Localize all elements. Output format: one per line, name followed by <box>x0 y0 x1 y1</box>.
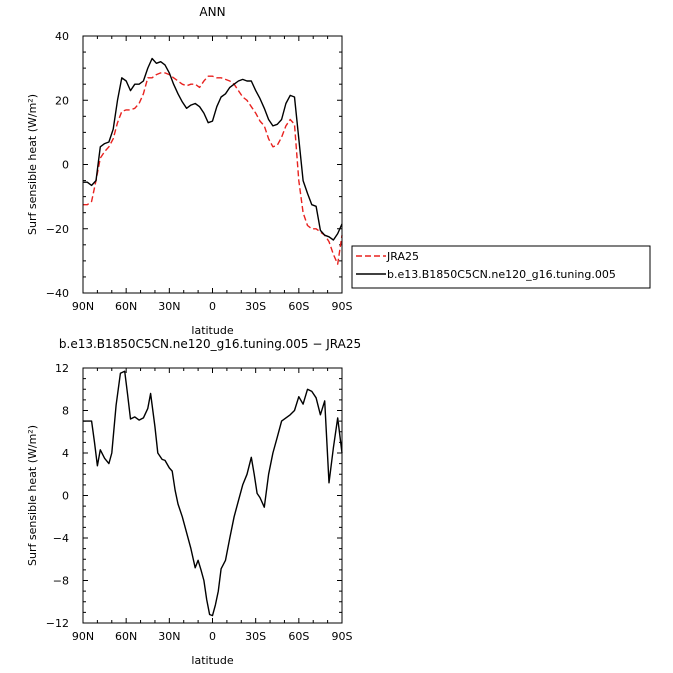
legend-entry-model: b.e13.B1850C5CN.ne120_g16.tuning.005 <box>387 268 616 281</box>
x-tick-label: 90N <box>72 630 94 643</box>
x-tick-label: 90S <box>332 300 353 313</box>
y-tick-label: −12 <box>46 617 69 630</box>
bottom-panel: b.e13.B1850C5CN.ne120_g16.tuning.005 − J… <box>26 337 361 667</box>
y-tick-label: 0 <box>62 159 69 172</box>
x-tick-label: 90N <box>72 300 94 313</box>
top-ticks: 90N 60N 30N 0 30S 60S 90S −40 −20 0 20 40 <box>46 30 353 313</box>
y-tick-label: 40 <box>55 30 69 43</box>
x-tick-label: 60S <box>288 300 309 313</box>
y-tick-label: −40 <box>46 287 69 300</box>
bottom-plot-frame <box>82 367 343 624</box>
y-tick-label: 4 <box>62 447 69 460</box>
top-x-axis-label: latitude <box>191 324 233 337</box>
x-tick-label: 60N <box>115 630 137 643</box>
top-plot-frame <box>82 35 343 294</box>
y-tick-label: 20 <box>55 94 69 107</box>
legend-entry-jra25: JRA25 <box>386 250 419 263</box>
legend-box <box>351 245 651 289</box>
x-tick-label: 0 <box>209 630 216 643</box>
x-tick-label: 90S <box>332 630 353 643</box>
top-plot-title: ANN <box>199 5 225 19</box>
y-tick-label: −4 <box>53 532 69 545</box>
bottom-x-axis-label: latitude <box>191 654 233 667</box>
bottom-ticks: 90N 60N 30N 0 30S 60S 90S −12 −8 −4 0 4 8 12 <box>46 362 353 643</box>
series-line-diff-0 <box>83 370 343 617</box>
x-tick-label: 0 <box>209 300 216 313</box>
y-tick-label: 12 <box>55 362 69 375</box>
y-tick-label: 0 <box>62 490 69 503</box>
top-y-axis-label: Surf sensible heat (W/m²) <box>26 94 39 235</box>
x-tick-label: 30N <box>158 300 180 313</box>
x-tick-label: 60N <box>115 300 137 313</box>
top-series-lines <box>83 57 343 265</box>
y-tick-label: −20 <box>46 223 69 236</box>
x-tick-label: 30N <box>158 630 180 643</box>
y-tick-label: 8 <box>62 405 69 418</box>
bottom-plot-title: b.e13.B1850C5CN.ne120_g16.tuning.005 − J… <box>59 337 361 351</box>
legend: JRA25 b.e13.B1850C5CN.ne120_g16.tuning.0… <box>351 245 651 289</box>
x-tick-label: 30S <box>245 630 266 643</box>
series-line-b-e13-b1850c5cn-ne120-g16-tuning-005 <box>83 57 343 241</box>
bottom-y-axis-label: Surf sensible heat (W/m²) <box>26 425 39 566</box>
series-line-jra25 <box>83 72 343 265</box>
x-tick-label: 30S <box>245 300 266 313</box>
y-tick-label: −8 <box>53 575 69 588</box>
bottom-series-lines <box>83 370 343 617</box>
top-panel: ANN latitude Surf sensible heat (W/m²) 9… <box>26 5 353 337</box>
x-tick-label: 60S <box>288 630 309 643</box>
